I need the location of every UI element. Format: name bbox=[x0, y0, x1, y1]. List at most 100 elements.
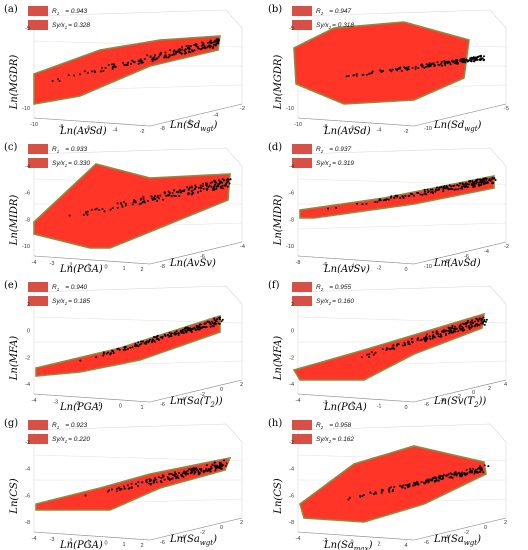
data-point bbox=[164, 335, 167, 337]
data-point bbox=[427, 481, 430, 484]
data-point bbox=[214, 469, 217, 472]
data-point bbox=[193, 43, 196, 46]
data-point bbox=[424, 482, 427, 485]
data-point bbox=[473, 182, 476, 184]
data-point bbox=[172, 474, 175, 477]
data-point bbox=[431, 188, 434, 191]
z-tick-label: 0 bbox=[291, 329, 294, 335]
data-point bbox=[168, 479, 171, 481]
data-point bbox=[468, 325, 471, 327]
data-point bbox=[483, 181, 486, 184]
data-point bbox=[157, 55, 160, 58]
data-point bbox=[465, 58, 468, 61]
data-point bbox=[469, 179, 472, 182]
data-point bbox=[420, 64, 422, 66]
data-point bbox=[465, 325, 468, 328]
data-point bbox=[208, 184, 211, 187]
data-point bbox=[199, 323, 202, 326]
data-point bbox=[425, 65, 428, 68]
data-point bbox=[111, 488, 113, 491]
data-point bbox=[411, 66, 414, 69]
legend-patch bbox=[28, 434, 48, 444]
data-point bbox=[210, 45, 212, 48]
data-point bbox=[142, 340, 145, 343]
data-point bbox=[209, 322, 212, 325]
data-point bbox=[179, 191, 182, 194]
x-tick-label: 2 bbox=[377, 541, 380, 547]
data-point bbox=[207, 321, 210, 323]
data-point bbox=[369, 491, 372, 494]
data-point bbox=[395, 344, 398, 347]
x-axis-label: Ln(PGA) bbox=[59, 402, 103, 413]
data-point bbox=[111, 207, 114, 210]
data-point bbox=[211, 324, 214, 327]
data-point bbox=[158, 53, 161, 56]
y-axis-line bbox=[413, 379, 507, 403]
data-point bbox=[226, 178, 229, 181]
data-point bbox=[170, 473, 173, 475]
data-point bbox=[223, 179, 225, 182]
data-point bbox=[163, 56, 166, 59]
data-point bbox=[431, 337, 434, 340]
data-point bbox=[186, 186, 189, 189]
data-point bbox=[107, 63, 110, 66]
data-point bbox=[355, 74, 358, 77]
data-point bbox=[213, 179, 216, 182]
z-tick-label: -6 bbox=[289, 493, 294, 499]
r2-stat: R2 = 0.937 bbox=[316, 146, 351, 154]
data-point bbox=[186, 46, 189, 49]
data-point bbox=[195, 328, 197, 331]
legend-patch bbox=[28, 282, 48, 292]
data-point bbox=[142, 61, 144, 64]
y-axis-label: Ln(Sdwgt) bbox=[433, 120, 482, 133]
data-point bbox=[374, 351, 377, 354]
y-tick-label: -4 bbox=[240, 244, 245, 250]
data-point bbox=[360, 356, 363, 359]
data-point bbox=[492, 181, 494, 184]
data-point bbox=[426, 333, 429, 336]
z-tick-label: -4 bbox=[25, 382, 30, 388]
data-point bbox=[394, 194, 397, 197]
data-point bbox=[450, 185, 453, 188]
y-tick-label: -6 bbox=[424, 402, 429, 408]
data-point bbox=[459, 187, 462, 190]
data-point bbox=[196, 328, 199, 331]
data-point bbox=[121, 205, 124, 208]
data-point bbox=[191, 186, 193, 189]
data-point bbox=[171, 54, 174, 57]
x-tick-label: -2 bbox=[350, 402, 355, 408]
data-point bbox=[419, 193, 422, 196]
data-point bbox=[115, 487, 118, 490]
data-point bbox=[483, 464, 486, 467]
data-point bbox=[480, 322, 483, 325]
x-axis-line bbox=[33, 531, 151, 541]
data-point bbox=[388, 348, 391, 351]
data-point bbox=[445, 185, 448, 188]
data-point bbox=[183, 470, 186, 473]
data-point bbox=[454, 325, 457, 328]
data-point bbox=[454, 330, 457, 333]
data-point bbox=[477, 467, 480, 470]
z-axis-label: Ln(CS) bbox=[9, 478, 20, 514]
data-point bbox=[167, 190, 170, 193]
data-point bbox=[401, 195, 404, 198]
data-point bbox=[390, 347, 393, 350]
x-axis-line bbox=[297, 117, 415, 127]
data-point bbox=[417, 67, 420, 69]
data-point bbox=[172, 53, 175, 56]
z-tick-label: -4 bbox=[25, 164, 30, 170]
data-point bbox=[370, 351, 373, 354]
data-point bbox=[423, 192, 426, 195]
data-point bbox=[182, 475, 185, 478]
data-point bbox=[408, 343, 411, 346]
legend-patch bbox=[292, 158, 312, 168]
x-tick-label: 0 bbox=[350, 540, 353, 546]
y-tick-label: -4 bbox=[180, 397, 185, 403]
data-point bbox=[102, 354, 105, 357]
data-point bbox=[452, 330, 455, 333]
x-tick-label: -6 bbox=[86, 126, 91, 132]
data-point bbox=[200, 187, 203, 190]
y-tick-label: -10 bbox=[424, 264, 432, 270]
data-point bbox=[134, 201, 137, 204]
data-point bbox=[428, 335, 431, 338]
